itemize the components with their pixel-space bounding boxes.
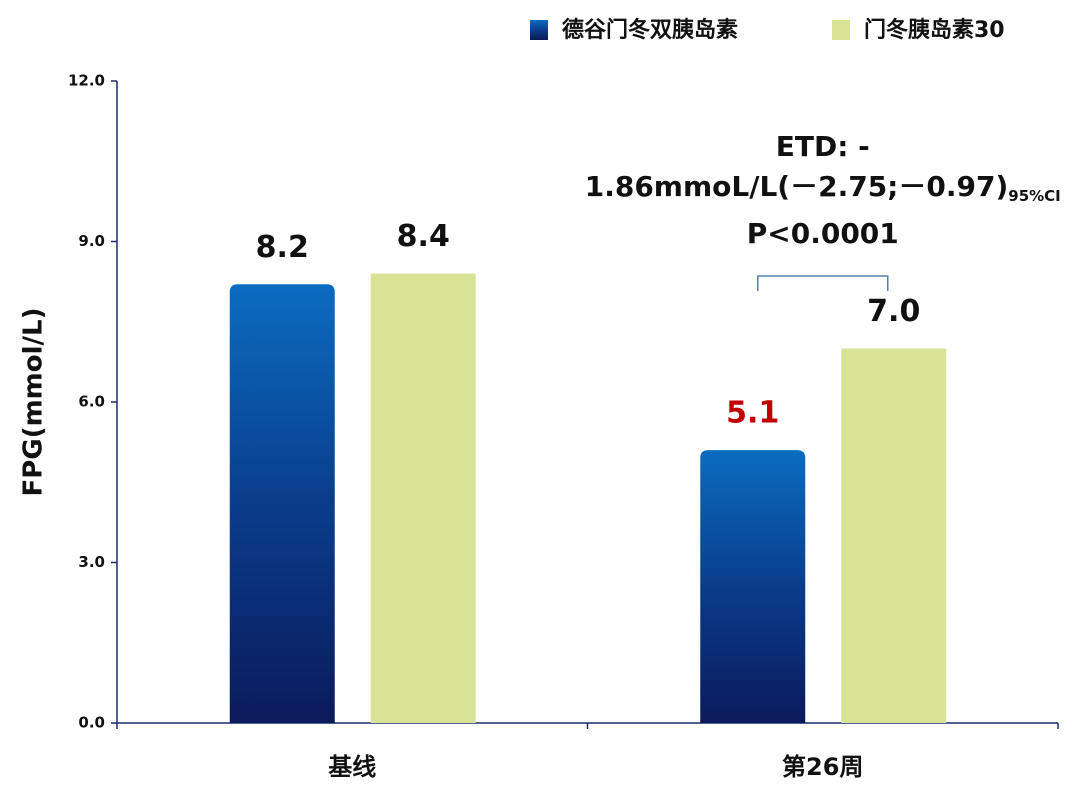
legend-label: 德谷门冬双胰岛素 — [562, 17, 738, 43]
bracket — [757, 275, 889, 291]
annotation-text: 1.86mmoL/L(－2.75;－0.97) — [585, 170, 1009, 203]
y-tick-label: 6.0 — [78, 393, 105, 411]
x-tick-label: 基线 — [328, 753, 376, 781]
annotation-line: 1.86mmoL/L(－2.75;－0.97)95%CI — [585, 170, 1061, 205]
bar — [841, 348, 947, 723]
value-label: 5.1 — [726, 396, 779, 431]
bar — [370, 273, 476, 723]
annotation-line: P<0.0001 — [747, 217, 899, 250]
y-tick-label: 12.0 — [68, 72, 105, 90]
annotation-line: ETD: - — [776, 130, 870, 163]
value-label: 8.2 — [256, 230, 309, 265]
x-tick-label: 第26周 — [782, 753, 863, 781]
y-tick-label: 9.0 — [78, 232, 105, 250]
value-label: 8.4 — [397, 219, 450, 254]
legend-swatch — [530, 20, 548, 40]
y-tick-label: 3.0 — [78, 553, 105, 571]
value-label: 7.0 — [867, 294, 920, 329]
y-axis-label: FPG(mmol/L) — [19, 308, 49, 497]
y-tick-label: 0.0 — [78, 714, 105, 732]
legend-swatch — [832, 20, 850, 40]
annotation-subscript: 95%CI — [1008, 187, 1061, 205]
bar — [229, 284, 335, 723]
bar — [700, 450, 806, 723]
legend-label: 门冬胰岛素30 — [864, 17, 1005, 43]
